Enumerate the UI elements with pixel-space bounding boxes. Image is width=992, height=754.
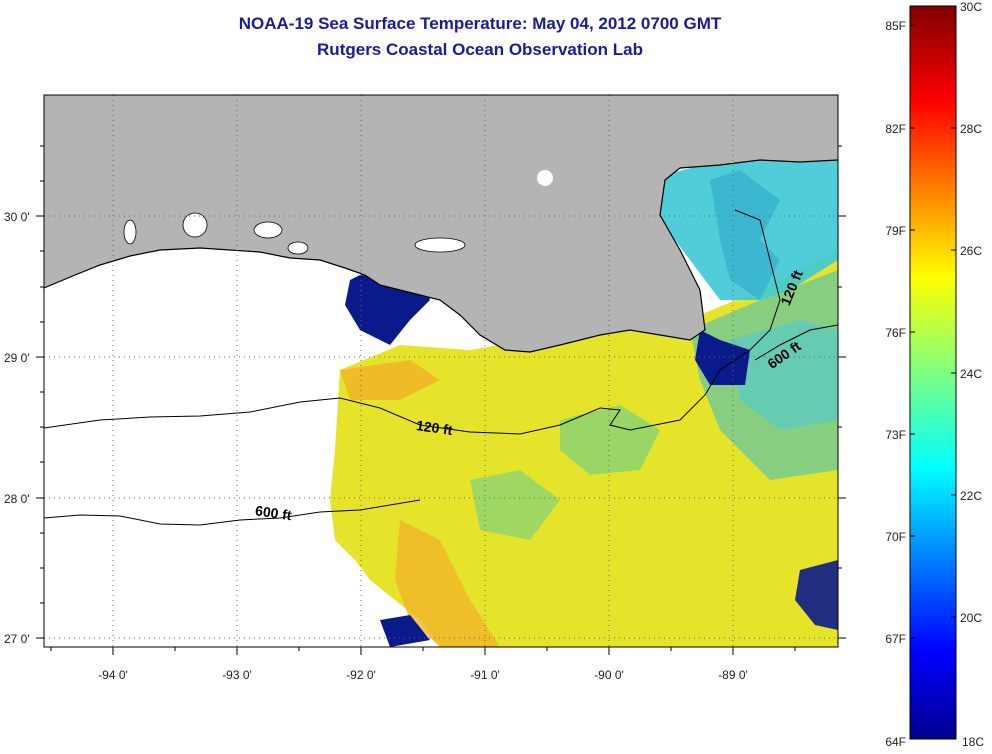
inland-lake-6 — [537, 170, 553, 186]
inland-lake-1 — [182, 212, 208, 238]
sst-cyan-east — [730, 320, 838, 430]
colorbar-f-76: 76F — [885, 326, 906, 340]
lon-label-94: -94 0' — [98, 668, 128, 682]
colorbar-f-70: 70F — [885, 530, 906, 544]
lat-label-27: 27 0' — [4, 632, 30, 646]
sst-cold-delta — [695, 330, 750, 385]
contour-label-120-west: 120 ft — [415, 417, 454, 438]
lat-label-30: 30 0' — [4, 210, 30, 224]
lon-label-91: -91 0' — [470, 668, 500, 682]
lon-label-92: -92 0' — [346, 668, 376, 682]
coastline — [44, 159, 838, 353]
colorbar-f-67: 67F — [885, 632, 906, 646]
colorbar-f-73: 73F — [885, 428, 906, 442]
colorbar-c-22: 22C — [960, 489, 982, 503]
lon-label-90: -90 0' — [594, 668, 624, 682]
colorbar-f-82: 82F — [885, 122, 906, 136]
map-ticks — [36, 145, 846, 655]
map-frame — [43, 94, 839, 648]
lat-label-29: 29 0' — [4, 351, 30, 365]
sst-warm-band — [340, 360, 440, 400]
sst-cool-patch-2 — [470, 470, 560, 540]
colorbar-ticks — [910, 24, 956, 639]
sst-cool-patch-1 — [560, 405, 660, 475]
land-mass — [44, 95, 838, 352]
inland-lake-3 — [253, 221, 283, 239]
inland-lake-5 — [414, 237, 466, 253]
lon-label-93: -93 0' — [222, 668, 252, 682]
colorbar-c-18: 18C — [962, 735, 984, 749]
contour-120ft — [44, 209, 781, 435]
colorbar-c-28: 28C — [960, 122, 982, 136]
colorbar-c-30: 30C — [960, 0, 982, 14]
colorbar-f-79: 79F — [885, 224, 906, 238]
lat-label-28: 28 0' — [4, 492, 30, 506]
colorbar-f-85: 85F — [885, 19, 906, 33]
colorbar-c-20: 20C — [960, 611, 982, 625]
graticule — [44, 95, 838, 647]
contour-label-600-west: 600 ft — [254, 502, 293, 523]
map-subtitle: Rutgers Coastal Ocean Observation Lab — [317, 40, 643, 59]
colorbar-c-26: 26C — [960, 244, 982, 258]
sst-warm-band-south — [395, 520, 500, 647]
contour-600ft — [44, 324, 838, 526]
sst-cold-southeast — [795, 560, 838, 630]
map-title: NOAA-19 Sea Surface Temperature: May 04,… — [238, 14, 722, 33]
lon-label-89: -89 0' — [718, 668, 748, 682]
sst-cold-southwest — [380, 615, 430, 647]
colorbar-c-24: 24C — [960, 367, 982, 381]
inland-lake-2 — [123, 219, 137, 245]
colorbar-gradient — [909, 5, 957, 740]
colorbar-f-64: 64F — [885, 735, 906, 749]
inland-lake-4 — [287, 241, 309, 255]
sst-northeast-field — [660, 160, 838, 300]
